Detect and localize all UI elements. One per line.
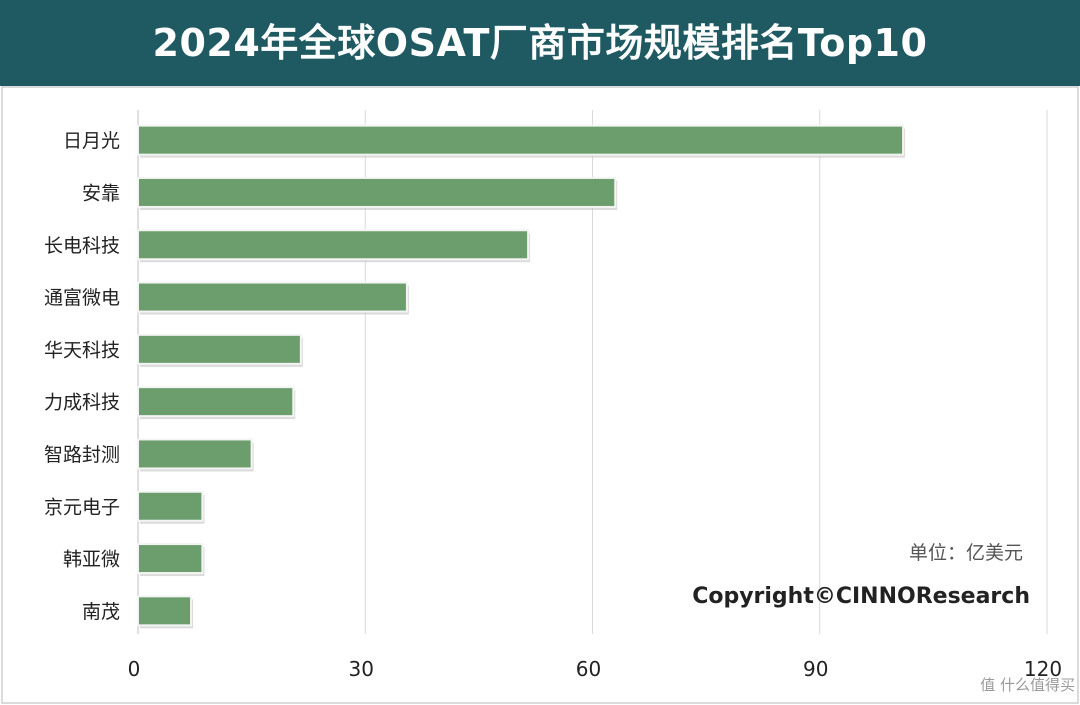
category-label: 通富微电: [44, 287, 120, 309]
category-label: 华天科技: [44, 339, 120, 361]
category-label: 安靠: [82, 182, 120, 204]
bar: [137, 333, 302, 365]
x-tick-label: 0: [128, 657, 141, 681]
x-tick-label: 30: [349, 657, 374, 681]
bar: [137, 438, 253, 470]
bar: [137, 490, 204, 522]
category-label: 长电科技: [44, 235, 120, 257]
category-label: 智路封测: [44, 444, 120, 466]
x-tick-label: 120: [1024, 657, 1062, 681]
watermark-text: 值 什么值得买: [980, 676, 1075, 694]
category-label: 韩亚微: [63, 549, 120, 571]
category-label: 日月光: [63, 130, 120, 152]
bar: [137, 229, 530, 261]
bar: [137, 176, 617, 208]
unit-note: 单位：亿美元: [909, 542, 1023, 564]
bar: [137, 281, 408, 313]
category-label: 力成科技: [44, 392, 120, 414]
category-label: 京元电子: [44, 496, 120, 518]
x-tick-label: 90: [803, 657, 828, 681]
bar: [137, 124, 905, 156]
x-tick-label: 60: [576, 657, 601, 681]
bar: [137, 595, 193, 627]
bar: [137, 543, 204, 575]
copyright-text: Copyright©CINNOResearch: [692, 584, 1030, 609]
bar: [137, 386, 295, 418]
title-banner: 2024年全球OSAT厂商市场规模排名Top10: [0, 0, 1080, 86]
chart-title: 2024年全球OSAT厂商市场规模排名Top10: [152, 21, 928, 65]
category-label: 南茂: [82, 601, 120, 623]
chart-frame: [1, 86, 1079, 704]
